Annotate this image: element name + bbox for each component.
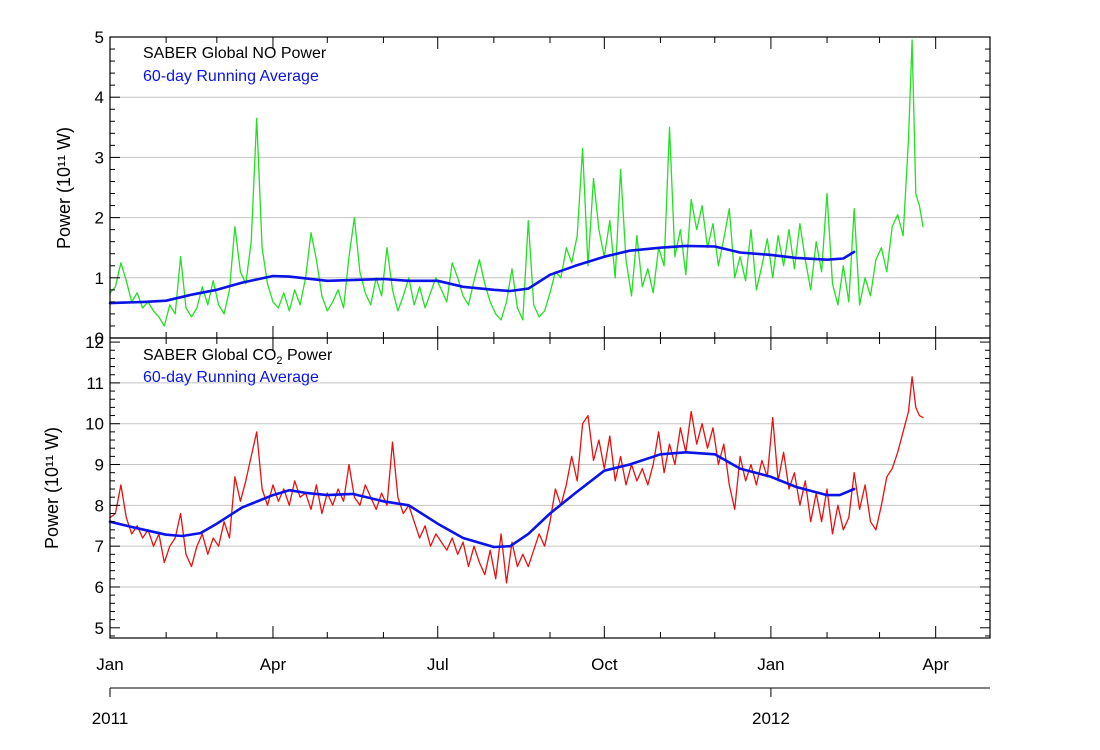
- x-month-label: Apr: [260, 655, 287, 674]
- co2-daily-power-line: [109, 376, 924, 584]
- co2-y-axis-title: Power (10¹¹ W): [42, 427, 62, 549]
- co2-y-tick-label: 9: [95, 456, 104, 475]
- no-y-axis-title: Power (10¹¹ W): [54, 127, 74, 249]
- co2-y-tick-label: 8: [95, 496, 104, 515]
- co2-y-tick-label: 5: [95, 619, 104, 638]
- no-y-tick-label: 1: [95, 269, 104, 288]
- no-power-panel: 0 1 2 3 4 5 SABER Global NO Power 60-day Runn…: [54, 28, 991, 348]
- co2-legend-average: 60-day Running Average: [143, 369, 319, 386]
- no-y-tick-label: 5: [95, 28, 104, 47]
- x-month-label: Apr: [922, 655, 949, 674]
- co2-y-tick-label: 12: [85, 333, 104, 352]
- no-y-tick-label: 4: [95, 88, 104, 107]
- no-legend-title: SABER Global NO Power: [143, 45, 327, 62]
- x-month-label: Jan: [96, 655, 123, 674]
- no-running-average-line: [108, 244, 856, 305]
- co2-y-tick-label: 6: [95, 578, 104, 597]
- no-y-tick-label: 2: [95, 209, 104, 228]
- year-label: 2011: [92, 709, 129, 728]
- co2-power-panel: 5 6 7 8 9 10 11 12 SABER Global CO2 Power 60-da…: [42, 333, 991, 639]
- no-y-tick-label: 0: [95, 329, 104, 348]
- x-month-label: Jul: [427, 655, 449, 674]
- x-month-label: Oct: [591, 655, 618, 674]
- x-axis-labels: Jan Apr Jul Oct Jan Apr: [96, 655, 949, 674]
- x-month-label: Jan: [757, 655, 784, 674]
- year-axis: 2011 2012: [92, 688, 790, 728]
- no-daily-power-line: [109, 39, 924, 327]
- no-y-tick-label: 3: [95, 148, 104, 167]
- co2-running-average-line: [108, 450, 856, 549]
- co2-y-tick-label: 11: [86, 374, 104, 393]
- co2-y-tick-label: 10: [85, 415, 104, 434]
- no-legend-average: 60-day Running Average: [143, 68, 319, 85]
- co2-y-tick-label: 7: [95, 537, 104, 556]
- year-label: 2012: [752, 709, 790, 728]
- co2-legend-title: SABER Global CO2 Power: [143, 347, 333, 367]
